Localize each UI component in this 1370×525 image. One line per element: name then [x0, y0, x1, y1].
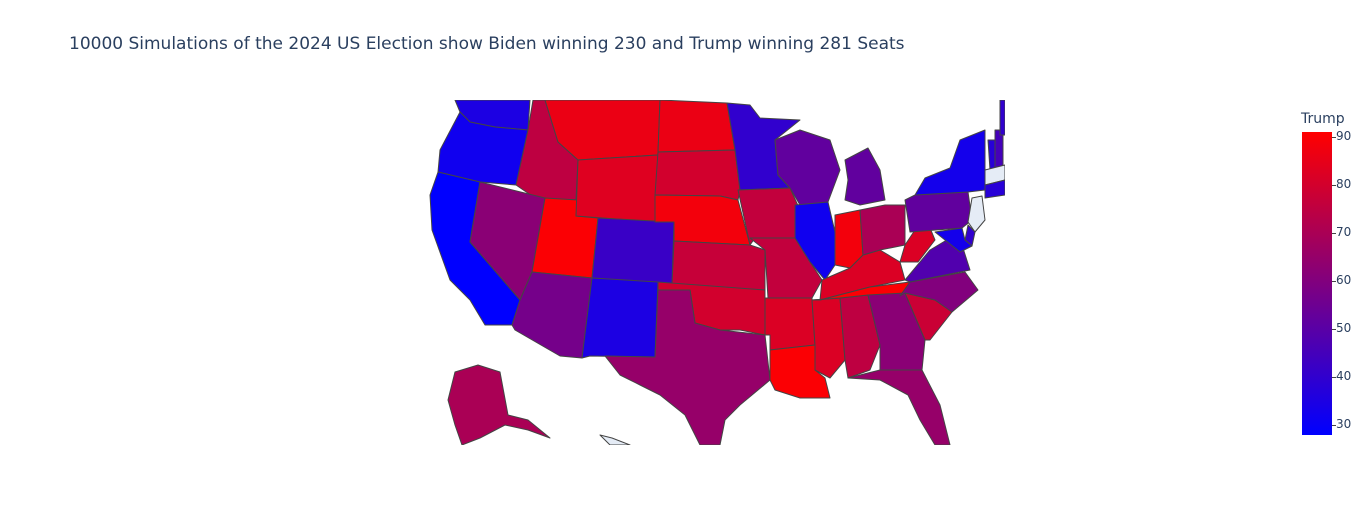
colorbar: [1302, 132, 1332, 435]
state-TX[interactable]: [604, 289, 771, 445]
colorbar-tick-label: 60: [1336, 273, 1352, 288]
state-NM[interactable]: [581, 277, 659, 359]
colorbar-tick-mark: [1332, 136, 1336, 138]
colorbar-tick-label: 70: [1336, 225, 1352, 239]
state-ND[interactable]: [657, 100, 736, 153]
state-MI[interactable]: [844, 147, 886, 206]
state-NY[interactable]: [914, 129, 986, 196]
state-MA[interactable]: [984, 164, 1005, 186]
state-PA[interactable]: [904, 191, 973, 233]
colorbar-tick-label: 90: [1336, 128, 1352, 143]
state-VT[interactable]: [987, 139, 996, 171]
state-IL[interactable]: [794, 201, 836, 281]
colorbar-tick-label: 50: [1336, 321, 1352, 336]
colorbar-tick-label: 30: [1336, 417, 1352, 432]
state-KS[interactable]: [671, 240, 766, 291]
colorbar-tick-mark: [1332, 377, 1336, 379]
colorbar-title: Trump: [1301, 111, 1345, 127]
state-WY[interactable]: [575, 154, 659, 223]
state-AK[interactable]: [447, 364, 551, 445]
colorbar-tick-mark: [1332, 281, 1336, 283]
state-MD[interactable]: [934, 227, 973, 253]
colorbar-tick-mark: [1332, 425, 1336, 427]
state-SD[interactable]: [654, 149, 741, 201]
state-AR[interactable]: [764, 297, 816, 351]
state-OH[interactable]: [859, 204, 906, 256]
state-CO[interactable]: [591, 217, 675, 286]
colorbar-tick-label: 80: [1336, 176, 1352, 191]
state-NH[interactable]: [994, 129, 1004, 171]
state-NJ[interactable]: [967, 195, 986, 233]
state-ME[interactable]: [999, 100, 1005, 136]
colorbar-tick-mark: [1332, 184, 1336, 186]
state-HI[interactable]: [599, 434, 631, 445]
colorbar-tick-mark: [1332, 233, 1336, 234]
state-FL[interactable]: [847, 369, 951, 445]
state-CT[interactable]: [984, 179, 1005, 199]
colorbar-tick-mark: [1332, 329, 1336, 331]
colorbar-tick-label: 40: [1336, 369, 1352, 384]
state-MS[interactable]: [811, 297, 846, 379]
chart-title: 10000 Simulations of the 2024 US Electio…: [69, 34, 905, 54]
